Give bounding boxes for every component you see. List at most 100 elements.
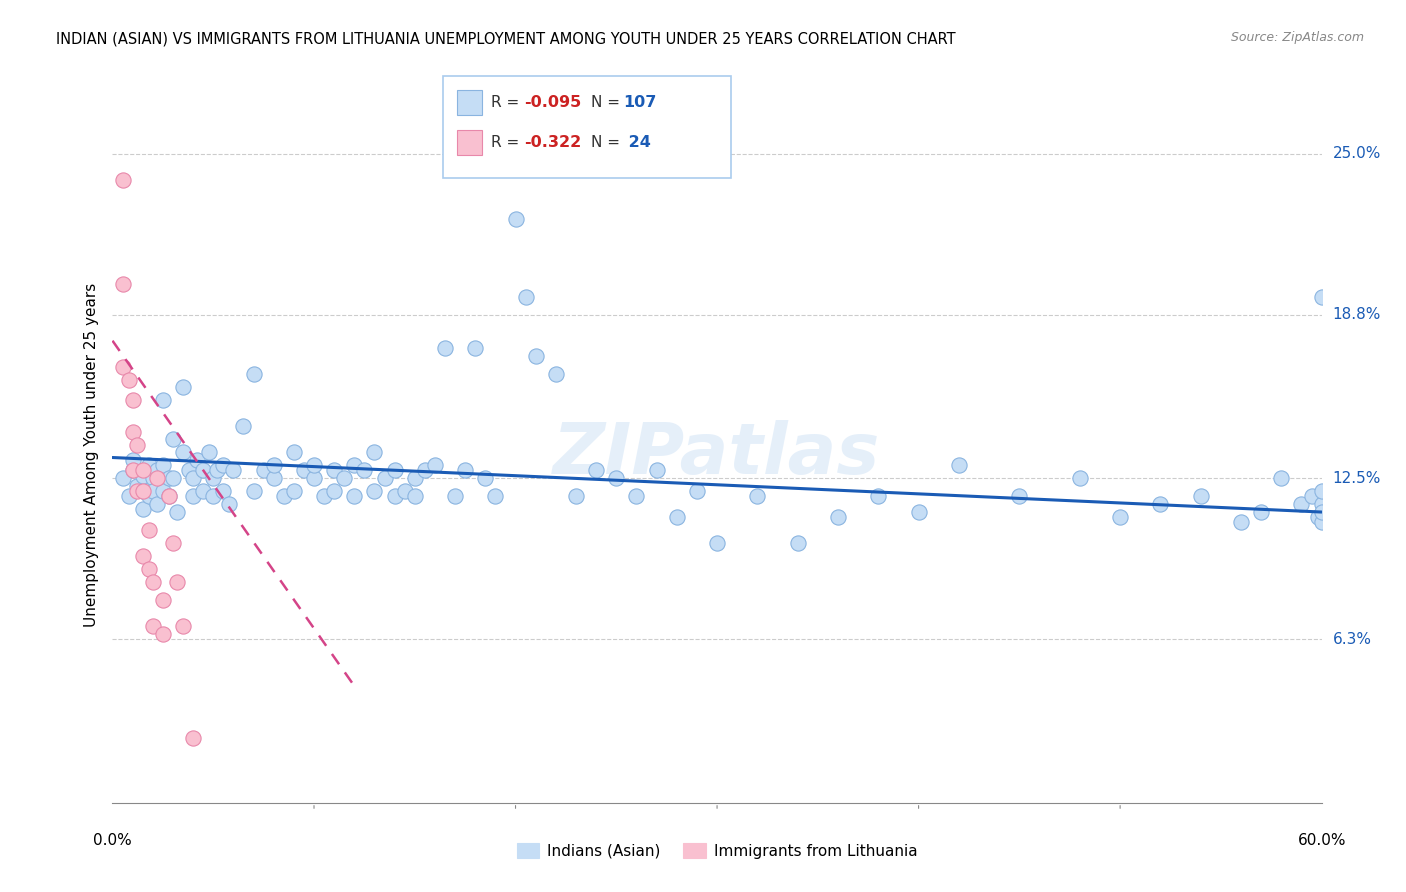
Text: 0.0%: 0.0% bbox=[93, 833, 132, 848]
Point bbox=[152, 393, 174, 408]
Point bbox=[323, 484, 346, 499]
Point bbox=[263, 458, 285, 473]
Point bbox=[585, 463, 607, 477]
Point bbox=[132, 468, 155, 483]
Point bbox=[1109, 510, 1132, 524]
Point bbox=[1069, 471, 1091, 485]
Point bbox=[152, 627, 174, 641]
Point bbox=[218, 497, 240, 511]
Point bbox=[121, 463, 143, 477]
Point bbox=[202, 490, 225, 504]
Legend: Indians (Asian), Immigrants from Lithuania: Indians (Asian), Immigrants from Lithuan… bbox=[510, 837, 924, 864]
Point bbox=[384, 463, 406, 477]
Point bbox=[162, 433, 184, 447]
Point bbox=[605, 471, 627, 485]
Point bbox=[121, 463, 143, 477]
Point bbox=[444, 490, 467, 504]
Text: -0.095: -0.095 bbox=[524, 95, 582, 110]
Point bbox=[207, 463, 229, 477]
Text: 18.8%: 18.8% bbox=[1333, 307, 1381, 322]
Point bbox=[363, 484, 385, 499]
Point bbox=[645, 463, 668, 477]
Point bbox=[253, 463, 276, 477]
Point bbox=[172, 619, 194, 633]
Point bbox=[474, 471, 496, 485]
Point bbox=[384, 490, 406, 504]
Text: R =: R = bbox=[491, 95, 524, 110]
Point bbox=[948, 458, 970, 473]
Point bbox=[1230, 516, 1253, 530]
Point bbox=[142, 575, 165, 590]
Point bbox=[157, 490, 180, 504]
Point bbox=[868, 490, 890, 504]
Point bbox=[1310, 484, 1333, 499]
Point bbox=[505, 211, 527, 226]
Point bbox=[524, 349, 547, 363]
Point bbox=[433, 342, 456, 356]
Point bbox=[343, 490, 366, 504]
Point bbox=[343, 458, 366, 473]
Text: Source: ZipAtlas.com: Source: ZipAtlas.com bbox=[1230, 31, 1364, 45]
Point bbox=[132, 484, 155, 499]
Point bbox=[263, 471, 285, 485]
Point bbox=[312, 490, 335, 504]
Point bbox=[152, 484, 174, 499]
Point bbox=[665, 510, 688, 524]
Point bbox=[273, 490, 295, 504]
Point bbox=[111, 277, 134, 291]
Point bbox=[1250, 505, 1272, 519]
Text: -0.322: -0.322 bbox=[524, 136, 582, 150]
Point bbox=[1310, 505, 1333, 519]
Point bbox=[1291, 497, 1313, 511]
Point bbox=[138, 562, 160, 576]
Point bbox=[138, 490, 160, 504]
Point bbox=[157, 490, 180, 504]
Point bbox=[423, 458, 446, 473]
Point bbox=[283, 445, 305, 459]
Point bbox=[464, 342, 486, 356]
Point bbox=[191, 484, 214, 499]
Point bbox=[907, 505, 929, 519]
Point bbox=[353, 463, 375, 477]
Point bbox=[138, 523, 160, 537]
Point bbox=[125, 484, 148, 499]
Point bbox=[172, 380, 194, 394]
Point bbox=[186, 453, 208, 467]
Point bbox=[162, 536, 184, 550]
Point bbox=[333, 471, 356, 485]
Point bbox=[121, 453, 143, 467]
Text: 25.0%: 25.0% bbox=[1333, 146, 1381, 161]
Text: N =: N = bbox=[591, 95, 624, 110]
Point bbox=[142, 484, 165, 499]
Point bbox=[404, 490, 426, 504]
Point bbox=[146, 497, 169, 511]
Point bbox=[1008, 490, 1031, 504]
Text: 107: 107 bbox=[623, 95, 657, 110]
Point bbox=[142, 619, 165, 633]
Point bbox=[111, 471, 134, 485]
Point bbox=[686, 484, 709, 499]
Point bbox=[121, 425, 143, 439]
Text: R =: R = bbox=[491, 136, 524, 150]
Point bbox=[374, 471, 396, 485]
Point bbox=[222, 463, 245, 477]
Point bbox=[484, 490, 506, 504]
Point bbox=[1301, 490, 1323, 504]
Point bbox=[125, 479, 148, 493]
Point bbox=[292, 463, 315, 477]
Point bbox=[706, 536, 728, 550]
Point bbox=[565, 490, 588, 504]
Text: 6.3%: 6.3% bbox=[1333, 632, 1372, 647]
Point bbox=[1310, 516, 1333, 530]
Point bbox=[302, 471, 325, 485]
Point bbox=[202, 471, 225, 485]
Point bbox=[142, 471, 165, 485]
Point bbox=[172, 445, 194, 459]
Point bbox=[454, 463, 477, 477]
Point bbox=[747, 490, 769, 504]
Point bbox=[166, 505, 188, 519]
Point bbox=[132, 502, 155, 516]
Point bbox=[1306, 510, 1329, 524]
Point bbox=[191, 463, 214, 477]
Point bbox=[212, 458, 235, 473]
